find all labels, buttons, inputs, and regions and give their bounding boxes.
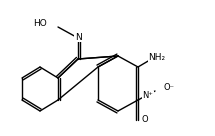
Text: O⁻: O⁻ — [163, 83, 174, 92]
Text: O: O — [142, 115, 148, 124]
Text: NH₂: NH₂ — [148, 53, 165, 63]
Text: N⁺: N⁺ — [143, 92, 154, 101]
Text: N: N — [75, 33, 81, 41]
Text: HO: HO — [33, 18, 47, 27]
